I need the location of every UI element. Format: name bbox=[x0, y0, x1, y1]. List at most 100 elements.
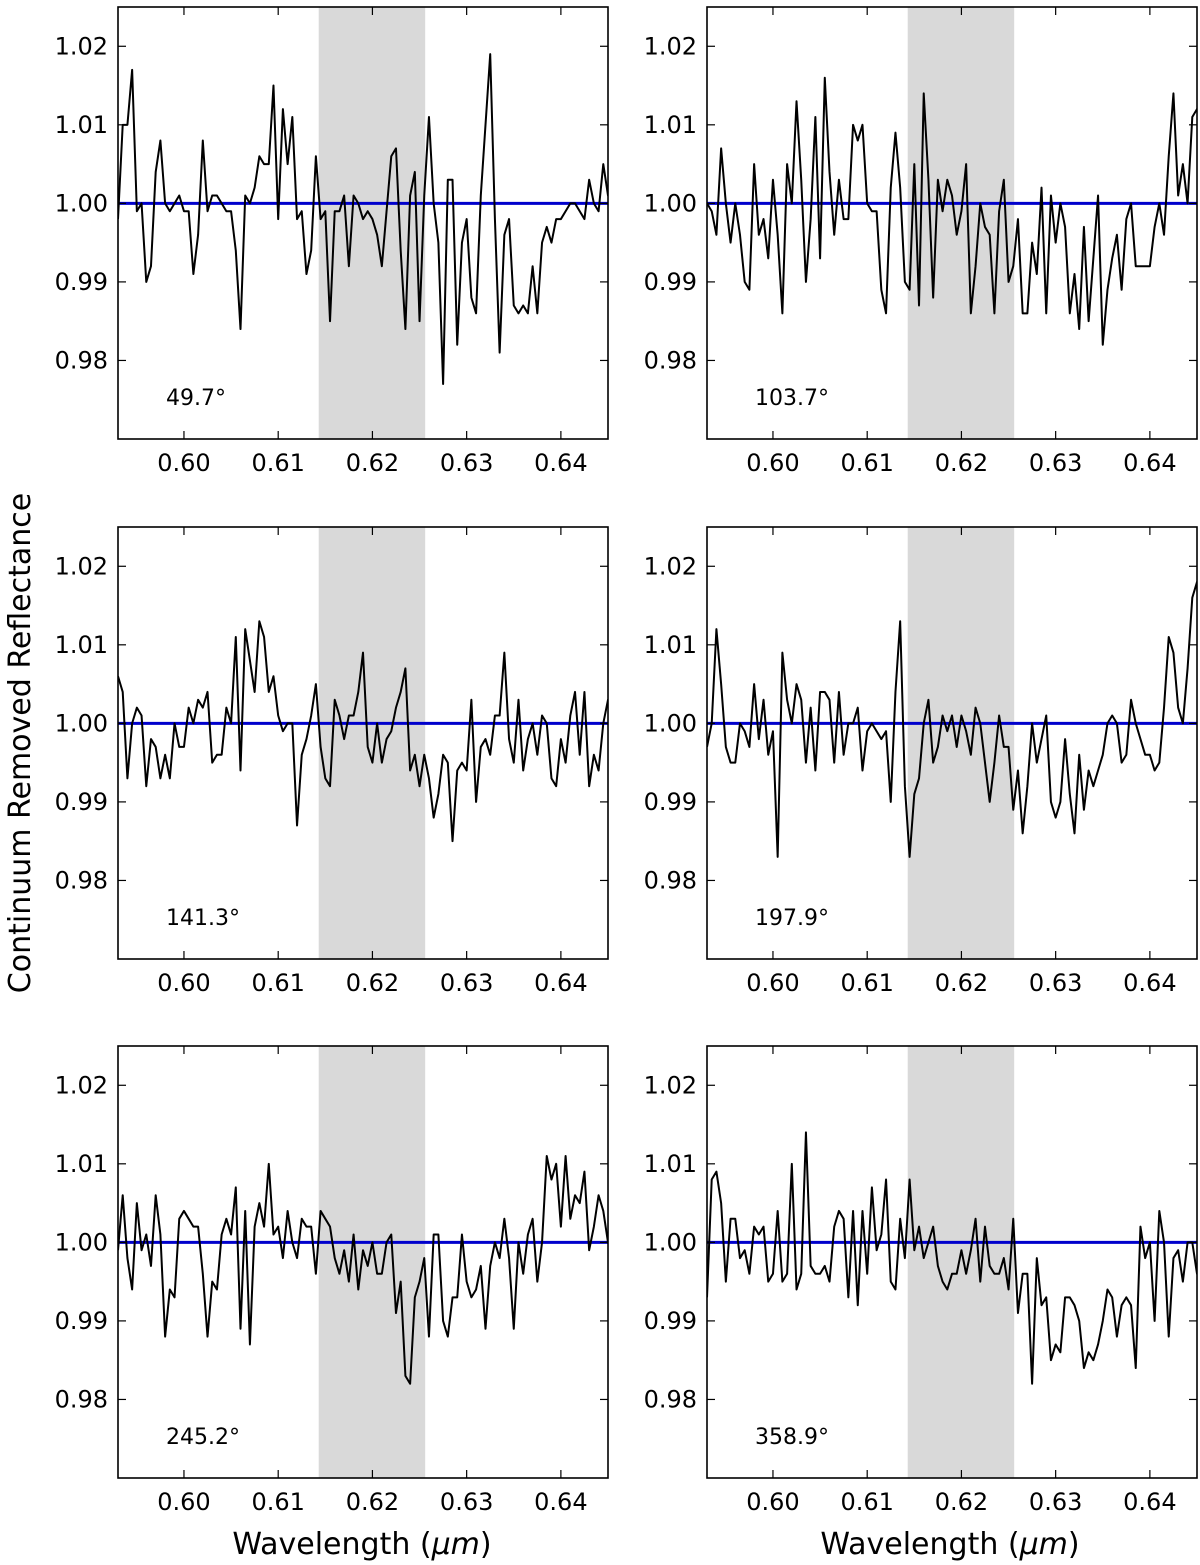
x-tick-label: 0.62 bbox=[935, 969, 988, 997]
x-tick-label: 0.61 bbox=[251, 969, 304, 997]
y-tick-label: 0.98 bbox=[55, 346, 108, 374]
phase-angle-label: 245.2° bbox=[166, 1425, 240, 1450]
spectrum-line bbox=[118, 620, 608, 843]
x-axis-label-close: ) bbox=[480, 1527, 492, 1562]
plot-frame bbox=[117, 6, 609, 440]
x-axis-label-unit: μm bbox=[431, 1527, 480, 1562]
absorption-band bbox=[907, 7, 1015, 439]
chart-panel: 0.60 0.61 0.62 0.63 0.64 0.98 0.99 1.00 1.01 1.02… bbox=[55, 526, 609, 997]
x-tick-label: 0.61 bbox=[251, 1488, 304, 1516]
y-tick-label: 0.99 bbox=[644, 268, 697, 296]
x-tick-label: 0.63 bbox=[440, 969, 493, 997]
panels: 0.60 0.61 0.62 0.63 0.64 0.98 0.99 1.00 1.01 1.02… bbox=[55, 6, 1198, 1516]
y-tick-label: 1.01 bbox=[55, 111, 108, 139]
y-tick-label: 1.02 bbox=[644, 32, 697, 60]
x-tick-label: 0.60 bbox=[157, 449, 210, 477]
phase-angle-label: 141.3° bbox=[166, 906, 240, 931]
x-tick-label: 0.62 bbox=[346, 1488, 399, 1516]
x-tick-label: 0.64 bbox=[534, 1488, 587, 1516]
x-tick-label: 0.62 bbox=[935, 449, 988, 477]
phase-angle-label: 49.7° bbox=[166, 386, 226, 411]
plot-frame bbox=[706, 526, 1198, 960]
x-tick-label: 0.61 bbox=[840, 449, 893, 477]
x-tick-label: 0.60 bbox=[157, 1488, 210, 1516]
spectrum-line bbox=[707, 1131, 1197, 1385]
y-tick-label: 1.00 bbox=[55, 1228, 108, 1256]
x-axis-label-right: Wavelength (μm) bbox=[820, 1527, 1079, 1562]
y-tick-label: 0.99 bbox=[644, 1307, 697, 1335]
spectrum-line bbox=[707, 76, 1197, 346]
x-tick-label: 0.63 bbox=[1029, 969, 1082, 997]
absorption-band bbox=[907, 1046, 1015, 1478]
absorption-band bbox=[318, 527, 426, 959]
chart-panel: 0.60 0.61 0.62 0.63 0.64 0.98 0.99 1.00 1.01 1.02… bbox=[55, 1045, 609, 1516]
y-tick-label: 0.99 bbox=[644, 788, 697, 816]
absorption-band bbox=[907, 527, 1015, 959]
x-tick-label: 0.62 bbox=[935, 1488, 988, 1516]
absorption-band bbox=[318, 1046, 426, 1478]
plot-frame bbox=[706, 1045, 1198, 1479]
x-tick-label: 0.64 bbox=[534, 969, 587, 997]
x-tick-label: 0.63 bbox=[440, 449, 493, 477]
x-tick-label: 0.61 bbox=[840, 969, 893, 997]
chart-panel: 0.60 0.61 0.62 0.63 0.64 0.98 0.99 1.00 1.01 1.02… bbox=[644, 6, 1198, 477]
plot-frame bbox=[117, 1045, 609, 1479]
phase-angle-label: 197.9° bbox=[755, 906, 829, 931]
y-tick-label: 0.99 bbox=[55, 268, 108, 296]
chart-panel: 0.60 0.61 0.62 0.63 0.64 0.98 0.99 1.00 1.01 1.02… bbox=[644, 1045, 1198, 1516]
chart-panel: 0.60 0.61 0.62 0.63 0.64 0.98 0.99 1.00 1.01 1.02… bbox=[644, 526, 1198, 997]
x-tick-label: 0.62 bbox=[346, 449, 399, 477]
y-tick-label: 1.02 bbox=[55, 32, 108, 60]
x-axis-label-unit: μm bbox=[1019, 1527, 1068, 1562]
x-axis-label-close: ) bbox=[1068, 1527, 1080, 1562]
y-tick-label: 1.02 bbox=[644, 552, 697, 580]
x-tick-label: 0.63 bbox=[1029, 449, 1082, 477]
y-tick-label: 0.98 bbox=[644, 1385, 697, 1413]
x-tick-label: 0.60 bbox=[157, 969, 210, 997]
x-tick-label: 0.61 bbox=[251, 449, 304, 477]
plot-frame bbox=[117, 526, 609, 960]
y-tick-label: 0.98 bbox=[55, 866, 108, 894]
x-axis-label-text: Wavelength ( bbox=[232, 1527, 431, 1562]
y-tick-label: 1.01 bbox=[644, 631, 697, 659]
y-tick-label: 1.01 bbox=[55, 631, 108, 659]
y-tick-label: 0.99 bbox=[55, 788, 108, 816]
x-tick-label: 0.64 bbox=[1123, 449, 1176, 477]
x-tick-label: 0.64 bbox=[1123, 969, 1176, 997]
x-axis-label-text: Wavelength ( bbox=[820, 1527, 1019, 1562]
y-tick-label: 1.00 bbox=[55, 189, 108, 217]
x-axis-label-left: Wavelength (μm) bbox=[232, 1527, 491, 1562]
y-tick-label: 1.01 bbox=[644, 1150, 697, 1178]
x-tick-label: 0.62 bbox=[346, 969, 399, 997]
spectrum-line bbox=[707, 580, 1197, 858]
phase-angle-label: 103.7° bbox=[755, 386, 829, 411]
spectrum-line bbox=[118, 53, 608, 386]
y-tick-label: 1.00 bbox=[644, 709, 697, 737]
y-tick-label: 0.98 bbox=[55, 1385, 108, 1413]
x-tick-label: 0.64 bbox=[1123, 1488, 1176, 1516]
x-tick-label: 0.60 bbox=[746, 449, 799, 477]
y-tick-label: 1.02 bbox=[644, 1071, 697, 1099]
x-tick-label: 0.64 bbox=[534, 449, 587, 477]
x-tick-label: 0.63 bbox=[1029, 1488, 1082, 1516]
x-tick-label: 0.60 bbox=[746, 1488, 799, 1516]
y-axis-label: Continuum Removed Reflectance bbox=[3, 493, 38, 993]
y-tick-label: 1.01 bbox=[644, 111, 697, 139]
y-tick-label: 0.98 bbox=[644, 866, 697, 894]
absorption-band bbox=[318, 7, 426, 439]
x-tick-label: 0.60 bbox=[746, 969, 799, 997]
chart-panel: 0.60 0.61 0.62 0.63 0.64 0.98 0.99 1.00 1.01 1.02… bbox=[55, 6, 609, 477]
y-tick-label: 0.98 bbox=[644, 346, 697, 374]
phase-angle-label: 358.9° bbox=[755, 1425, 829, 1450]
plot-frame bbox=[706, 6, 1198, 440]
y-tick-label: 1.01 bbox=[55, 1150, 108, 1178]
y-tick-label: 1.02 bbox=[55, 552, 108, 580]
y-tick-label: 0.99 bbox=[55, 1307, 108, 1335]
x-tick-label: 0.61 bbox=[840, 1488, 893, 1516]
y-tick-label: 1.00 bbox=[644, 1228, 697, 1256]
y-tick-label: 1.00 bbox=[644, 189, 697, 217]
y-tick-label: 1.02 bbox=[55, 1071, 108, 1099]
x-tick-label: 0.63 bbox=[440, 1488, 493, 1516]
